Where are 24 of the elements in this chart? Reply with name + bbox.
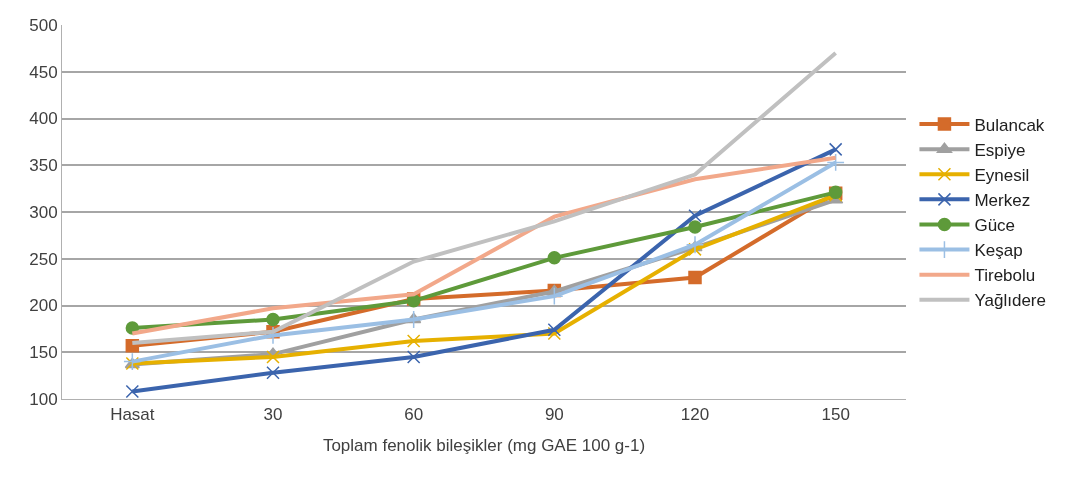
legend-label: Merkez xyxy=(974,190,1031,210)
legend-label: Güce xyxy=(974,216,1016,236)
y-tick-label: 450 xyxy=(29,62,58,82)
legend-label: Eynesil xyxy=(974,165,1030,185)
legend-label: Bulancak xyxy=(974,115,1045,135)
legend-label: Tirebolu xyxy=(974,266,1036,286)
y-tick-label: 150 xyxy=(29,343,58,363)
legend-label: Espiye xyxy=(974,140,1026,160)
x-tick-label: 30 xyxy=(263,405,283,425)
y-tick-label: 300 xyxy=(29,202,58,222)
y-tick-label: 250 xyxy=(29,249,58,269)
x-tick-label: Hasat xyxy=(110,405,155,425)
y-tick-label: 350 xyxy=(29,156,58,176)
x-tick-label: 60 xyxy=(404,405,424,425)
y-tick-label: 500 xyxy=(29,15,58,35)
x-tick-label: 150 xyxy=(821,405,850,425)
y-tick-label: 400 xyxy=(29,109,58,129)
legend-label: Yağlıdere xyxy=(974,291,1046,311)
y-tick-label: 100 xyxy=(29,389,58,409)
y-tick-label: 200 xyxy=(29,296,58,316)
x-axis-title: Toplam fenolik bileşikler (mg GAE 100 g-1) xyxy=(322,435,646,455)
x-tick-label: 120 xyxy=(680,405,710,425)
x-tick-label: 90 xyxy=(544,405,564,425)
legend-label: Keşap xyxy=(974,241,1023,261)
